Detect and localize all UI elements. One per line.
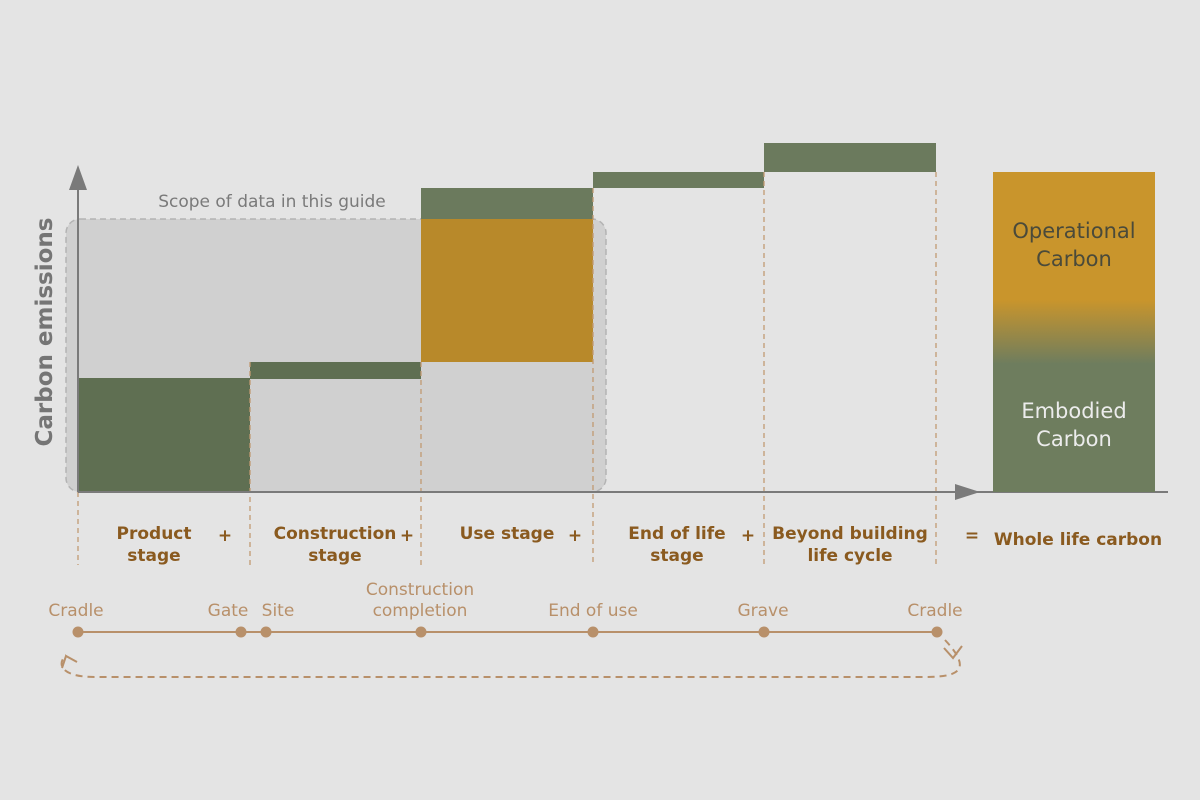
y-axis-label: Carbon emissions <box>32 218 58 447</box>
milestone-dot <box>260 626 272 638</box>
milestone-label-cradle-end: Cradle <box>907 601 962 621</box>
loop-arrow-right-icon <box>943 645 963 660</box>
stage-label-end-of-life-line2: stage <box>650 546 703 566</box>
return-loop-path <box>60 639 961 678</box>
construction-stage-embodied-block <box>250 362 421 379</box>
use-stage-embodied-block <box>421 188 593 219</box>
product-stage-embodied-block <box>78 378 250 492</box>
embodied-carbon-label: Embodied <box>1021 399 1126 423</box>
stage-separators <box>77 172 937 565</box>
milestone-label-construction-completion: Construction <box>366 580 474 600</box>
operator-plus: + <box>218 526 232 546</box>
milestone-dot <box>931 626 943 638</box>
operator-plus: + <box>400 526 414 546</box>
loop-arrow-left-icon <box>61 654 78 669</box>
operator-plus: + <box>568 526 582 546</box>
milestone-dot <box>235 626 247 638</box>
milestone-dot <box>72 626 84 638</box>
whole-life-carbon-bar <box>993 172 1155 492</box>
x-axis-arrow-icon <box>955 484 980 500</box>
milestone-label-cradle: Cradle <box>48 601 103 621</box>
whole-life-carbon-label: Whole life carbon <box>994 530 1162 550</box>
stage-label-use: Use stage <box>460 524 555 544</box>
milestone-label-construction-completion-line2: completion <box>373 601 468 621</box>
milestone-label-end-of-use: End of use <box>548 601 638 621</box>
milestone-label-gate: Gate <box>208 601 249 621</box>
axes <box>69 165 1168 500</box>
milestone-label-site: Site <box>262 601 295 621</box>
operator-equals: = <box>965 526 979 546</box>
embodied-carbon-label-line2: Carbon <box>1036 427 1112 451</box>
stage-label-construction-line2: stage <box>308 546 361 566</box>
scope-label: Scope of data in this guide <box>158 192 386 212</box>
stage-labels: Product stage + Construction stage + Use… <box>117 524 1163 566</box>
stage-label-product-line2: stage <box>127 546 180 566</box>
operational-carbon-label: Operational <box>1012 219 1135 243</box>
stage-label-end-of-life: End of life <box>628 524 725 544</box>
stage-label-beyond: Beyond building <box>772 524 928 544</box>
stage-label-product: Product <box>117 524 192 544</box>
operator-plus: + <box>741 526 755 546</box>
lifecycle-timeline: Cradle Gate Site Construction completion… <box>48 580 963 678</box>
end-of-life-embodied-block <box>593 172 764 188</box>
milestone-dot <box>587 626 599 638</box>
stage-label-beyond-line2: life cycle <box>807 546 892 566</box>
stage-label-construction: Construction <box>274 524 397 544</box>
beyond-life-cycle-embodied-block <box>764 143 936 172</box>
milestone-dot <box>415 626 427 638</box>
milestone-dot <box>758 626 770 638</box>
operational-carbon-label-line2: Carbon <box>1036 247 1112 271</box>
use-stage-operational-block <box>421 219 593 362</box>
y-axis-arrow-icon <box>69 165 87 190</box>
milestone-label-grave: Grave <box>737 601 788 621</box>
